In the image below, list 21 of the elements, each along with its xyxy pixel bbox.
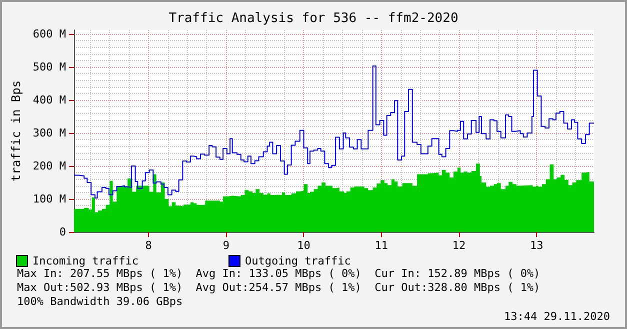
y-tick-label: 400 M bbox=[32, 93, 66, 106]
y-tick-label: 100 M bbox=[32, 192, 66, 206]
x-tick-label: 9 bbox=[222, 239, 230, 252]
y-tick-label: 300 M bbox=[32, 126, 66, 140]
x-tick-label: 13 bbox=[530, 239, 544, 252]
y-tick-label: 500 M bbox=[32, 60, 66, 74]
x-tick-label: 10 bbox=[297, 239, 310, 252]
text: Max In: 207.55 MBps ( 1%) Avg In: 133.05 MBps ( 0%) Cur In: 152.89 MBps ( 0%) bbox=[17, 267, 540, 280]
x-tick-label: 8 bbox=[145, 239, 152, 252]
y-axis-title: traffic in Bps bbox=[9, 80, 23, 182]
text: 13:44 29.11.2020 bbox=[504, 310, 610, 323]
text: Max Out:502.93 MBps ( 1%) Avg Out:254.57 MBps ( 1%) Cur Out:328.80 MBps ( 1%) bbox=[17, 281, 540, 294]
y-tick-label: 0 bbox=[59, 226, 66, 238]
x-tick-label: 11 bbox=[374, 239, 388, 252]
text: 100% Bandwidth 39.06 GBps bbox=[17, 295, 183, 308]
legend-label: Incoming traffic bbox=[32, 254, 138, 268]
chart-title: Traffic Analysis for 536 -- ffm2-2020 bbox=[168, 11, 458, 26]
y-tick-label: 200 M bbox=[32, 159, 66, 172]
legend-label: Outgoing traffic bbox=[244, 254, 351, 268]
y-tick-label: 600 M bbox=[32, 27, 66, 40]
x-tick-label: 12 bbox=[452, 239, 466, 252]
